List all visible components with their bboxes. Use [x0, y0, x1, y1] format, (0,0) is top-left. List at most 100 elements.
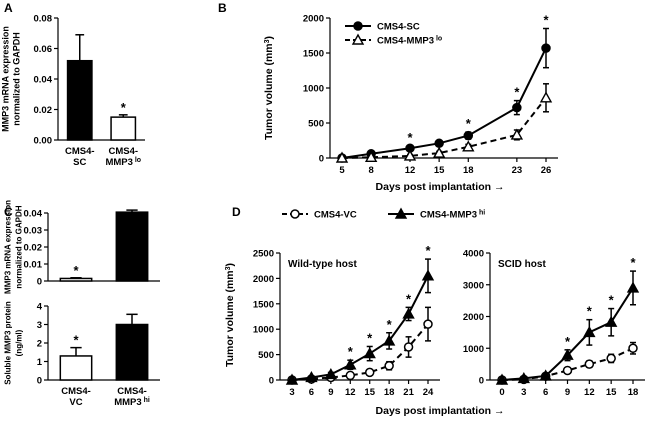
chart-a-ylabel-1: normalized to GAPDH	[12, 32, 22, 126]
legend-b-label-1: CMS4-MMP3 lo	[377, 35, 442, 47]
chart-d-left-series-1-point-5	[382, 334, 396, 346]
panel-label-b: B	[218, 1, 227, 15]
chart-d-left-series-0-point-6	[403, 342, 414, 352]
legend-b-marker-1	[351, 33, 365, 45]
chart-d-right-ytick-label-4: 4000	[463, 249, 484, 260]
chart-d-right-sig-2: *	[609, 293, 615, 308]
chart-d-left-ytick-label-2: 1000	[253, 325, 274, 336]
chart-b-xtick-label-5: 23	[512, 165, 523, 176]
legend-b-label-0: CMS4-SC	[377, 22, 420, 33]
chart-b-sig-0: *	[407, 130, 413, 145]
chart-d-right-series-1-point-4	[583, 325, 596, 338]
chart-d-left-series-1-point-2	[324, 367, 338, 380]
chart-c-bottom-cat-0-line-0: CMS4-	[61, 386, 91, 397]
chart-c-bottom-bar-0	[59, 355, 93, 381]
chart-c-top-ytick-label-2: 0.02	[24, 243, 43, 254]
chart-c-bottom-ytick-label-0: 0	[37, 376, 42, 387]
chart-d-right-ytick-label-2: 2000	[463, 312, 484, 323]
chart-d-ylabel: Tumor volume (mm3)	[224, 263, 236, 367]
chart-d-left-sig-3: *	[406, 291, 412, 306]
chart-d-right-xtick-label-3: 9	[565, 387, 570, 398]
chart-b-series-1-point-3	[432, 146, 446, 158]
chart-d-right-series-1-point-5	[604, 315, 618, 327]
legend-d-marker-0	[290, 209, 300, 219]
chart-b-ytick-label-4: 2000	[303, 14, 324, 25]
chart-d-left-xtick-label-6: 21	[403, 387, 414, 398]
chart-b-ylabel-sup: 3	[264, 39, 271, 43]
chart-b-series-1-point-5	[510, 128, 524, 140]
chart-d-left-series-0-point-7	[423, 319, 433, 329]
chart-a-ytick-label-3: 0.06	[34, 44, 53, 55]
chart-d-left-sig-2: *	[387, 317, 393, 332]
chart-b-series-1-point-1	[364, 150, 378, 163]
chart-d-left-series-0-point-5	[384, 361, 394, 371]
chart-a-cat-1-sup: lo	[133, 157, 141, 164]
chart-d-right-series-1-point-2	[539, 369, 552, 381]
chart-d-left-ytick-label-0: 0	[269, 376, 274, 387]
chart-c-top-ytick-label-3: 0.03	[24, 226, 43, 237]
chart-d-left-ytick-label-3: 1500	[253, 299, 274, 310]
chart-d-right-series-1-point-6	[626, 281, 640, 293]
chart-d-right-xtick-label-1: 3	[521, 387, 526, 398]
legend-d-label-0: CMS4-VC	[314, 210, 357, 221]
chart-d-left-series-1-point-0	[285, 373, 299, 385]
chart-d-right-series-1-point-3	[561, 348, 574, 360]
chart-d-left-series-1-point-7	[421, 269, 435, 281]
chart-d-left-sig-0: *	[348, 344, 354, 359]
chart-d-right-xtick-label-5: 15	[606, 387, 617, 398]
legend-b-label-sup-1: lo	[434, 35, 442, 42]
chart-d-left-xtick-label-5: 18	[384, 387, 395, 398]
chart-d-right-ytick-label-0: 0	[479, 376, 484, 387]
chart-b-series-1-point-4	[462, 140, 475, 152]
chart-b-series-0-point-5	[512, 102, 522, 113]
chart-d-left-series-1-point-3	[344, 358, 357, 370]
chart-c-top-sig-0: *	[73, 263, 79, 278]
chart-a-ytick-label-2: 0.04	[34, 75, 53, 86]
chart-a-bar-1	[110, 116, 137, 141]
chart-b-ytick-label-1: 500	[308, 119, 324, 130]
chart-b-ytick-label-0: 0	[319, 154, 324, 165]
chart-d-left-ytick-label-5: 2500	[253, 249, 274, 260]
chart-b-ylabel-close: )	[263, 36, 275, 40]
chart-d-right-ytick-label-3: 3000	[463, 280, 484, 291]
chart-d-right-series-0-point-6	[628, 343, 638, 353]
chart-a-ylabel-0: MMP3 mRNA expression	[1, 26, 11, 132]
chart-c-top-ytick-label-4: 0.04	[24, 209, 43, 220]
chart-b-xtick-label-3: 15	[434, 165, 445, 176]
chart-c-bottom-ytick-label-3: 3	[37, 320, 42, 331]
chart-d-left-sig-4: *	[425, 243, 431, 258]
chart-d-ylabel-sup: 3	[225, 266, 232, 270]
chart-c-top-ylabel-1: normalized to GAPDH	[15, 205, 24, 288]
chart-b-series-1-point-0	[335, 151, 349, 163]
chart-d-right-series-1-point-1	[517, 371, 531, 384]
chart-b-series-1-point-6	[539, 91, 553, 103]
chart-d-right-sig-0: *	[565, 334, 571, 349]
chart-d-left-xtick-label-7: 24	[423, 387, 434, 398]
chart-c-top-bar-0	[59, 277, 93, 282]
chart-c-bottom-bar-1	[115, 323, 149, 381]
chart-c-bottom-ytick-label-1: 1	[37, 357, 43, 368]
chart-d-right-series-0-point-3	[562, 365, 573, 376]
chart-a-ytick-label-4: 0.08	[34, 14, 53, 25]
chart-d-right-sig-1: *	[587, 304, 593, 319]
chart-c-bottom-cat-1-sup: hi	[142, 397, 150, 404]
chart-a-cat-1-line-1: MMP3 lo	[105, 157, 141, 169]
chart-d-left-series-1-point-1	[305, 371, 318, 383]
chart-b-series-0-line	[341, 47, 547, 159]
chart-d-left-sig-1: *	[367, 330, 373, 345]
chart-a-cat-1-line-0: CMS4-	[108, 146, 138, 157]
chart-d-ylabel-close: )	[224, 263, 236, 267]
chart-c-bottom-cat-1-line-0: CMS4-	[117, 386, 147, 397]
chart-d-left-xtick-label-1: 6	[309, 387, 314, 398]
chart-c-bottom-sig-0: *	[73, 333, 79, 348]
panel-label-c: C	[4, 205, 13, 219]
chart-d-right-xtick-label-6: 18	[628, 387, 639, 398]
chart-c-bottom-ylabel-1: (ng/ml)	[15, 329, 24, 356]
chart-d-right-series-0-point-5	[606, 353, 616, 364]
chart-d-left-xtick-label-2: 9	[328, 387, 333, 398]
chart-b-series-0-point-4	[463, 130, 474, 141]
chart-b-series-0-point-3	[434, 138, 444, 149]
legend-b-marker-0	[353, 21, 363, 31]
chart-d-left-xtick-label-4: 15	[364, 387, 375, 398]
